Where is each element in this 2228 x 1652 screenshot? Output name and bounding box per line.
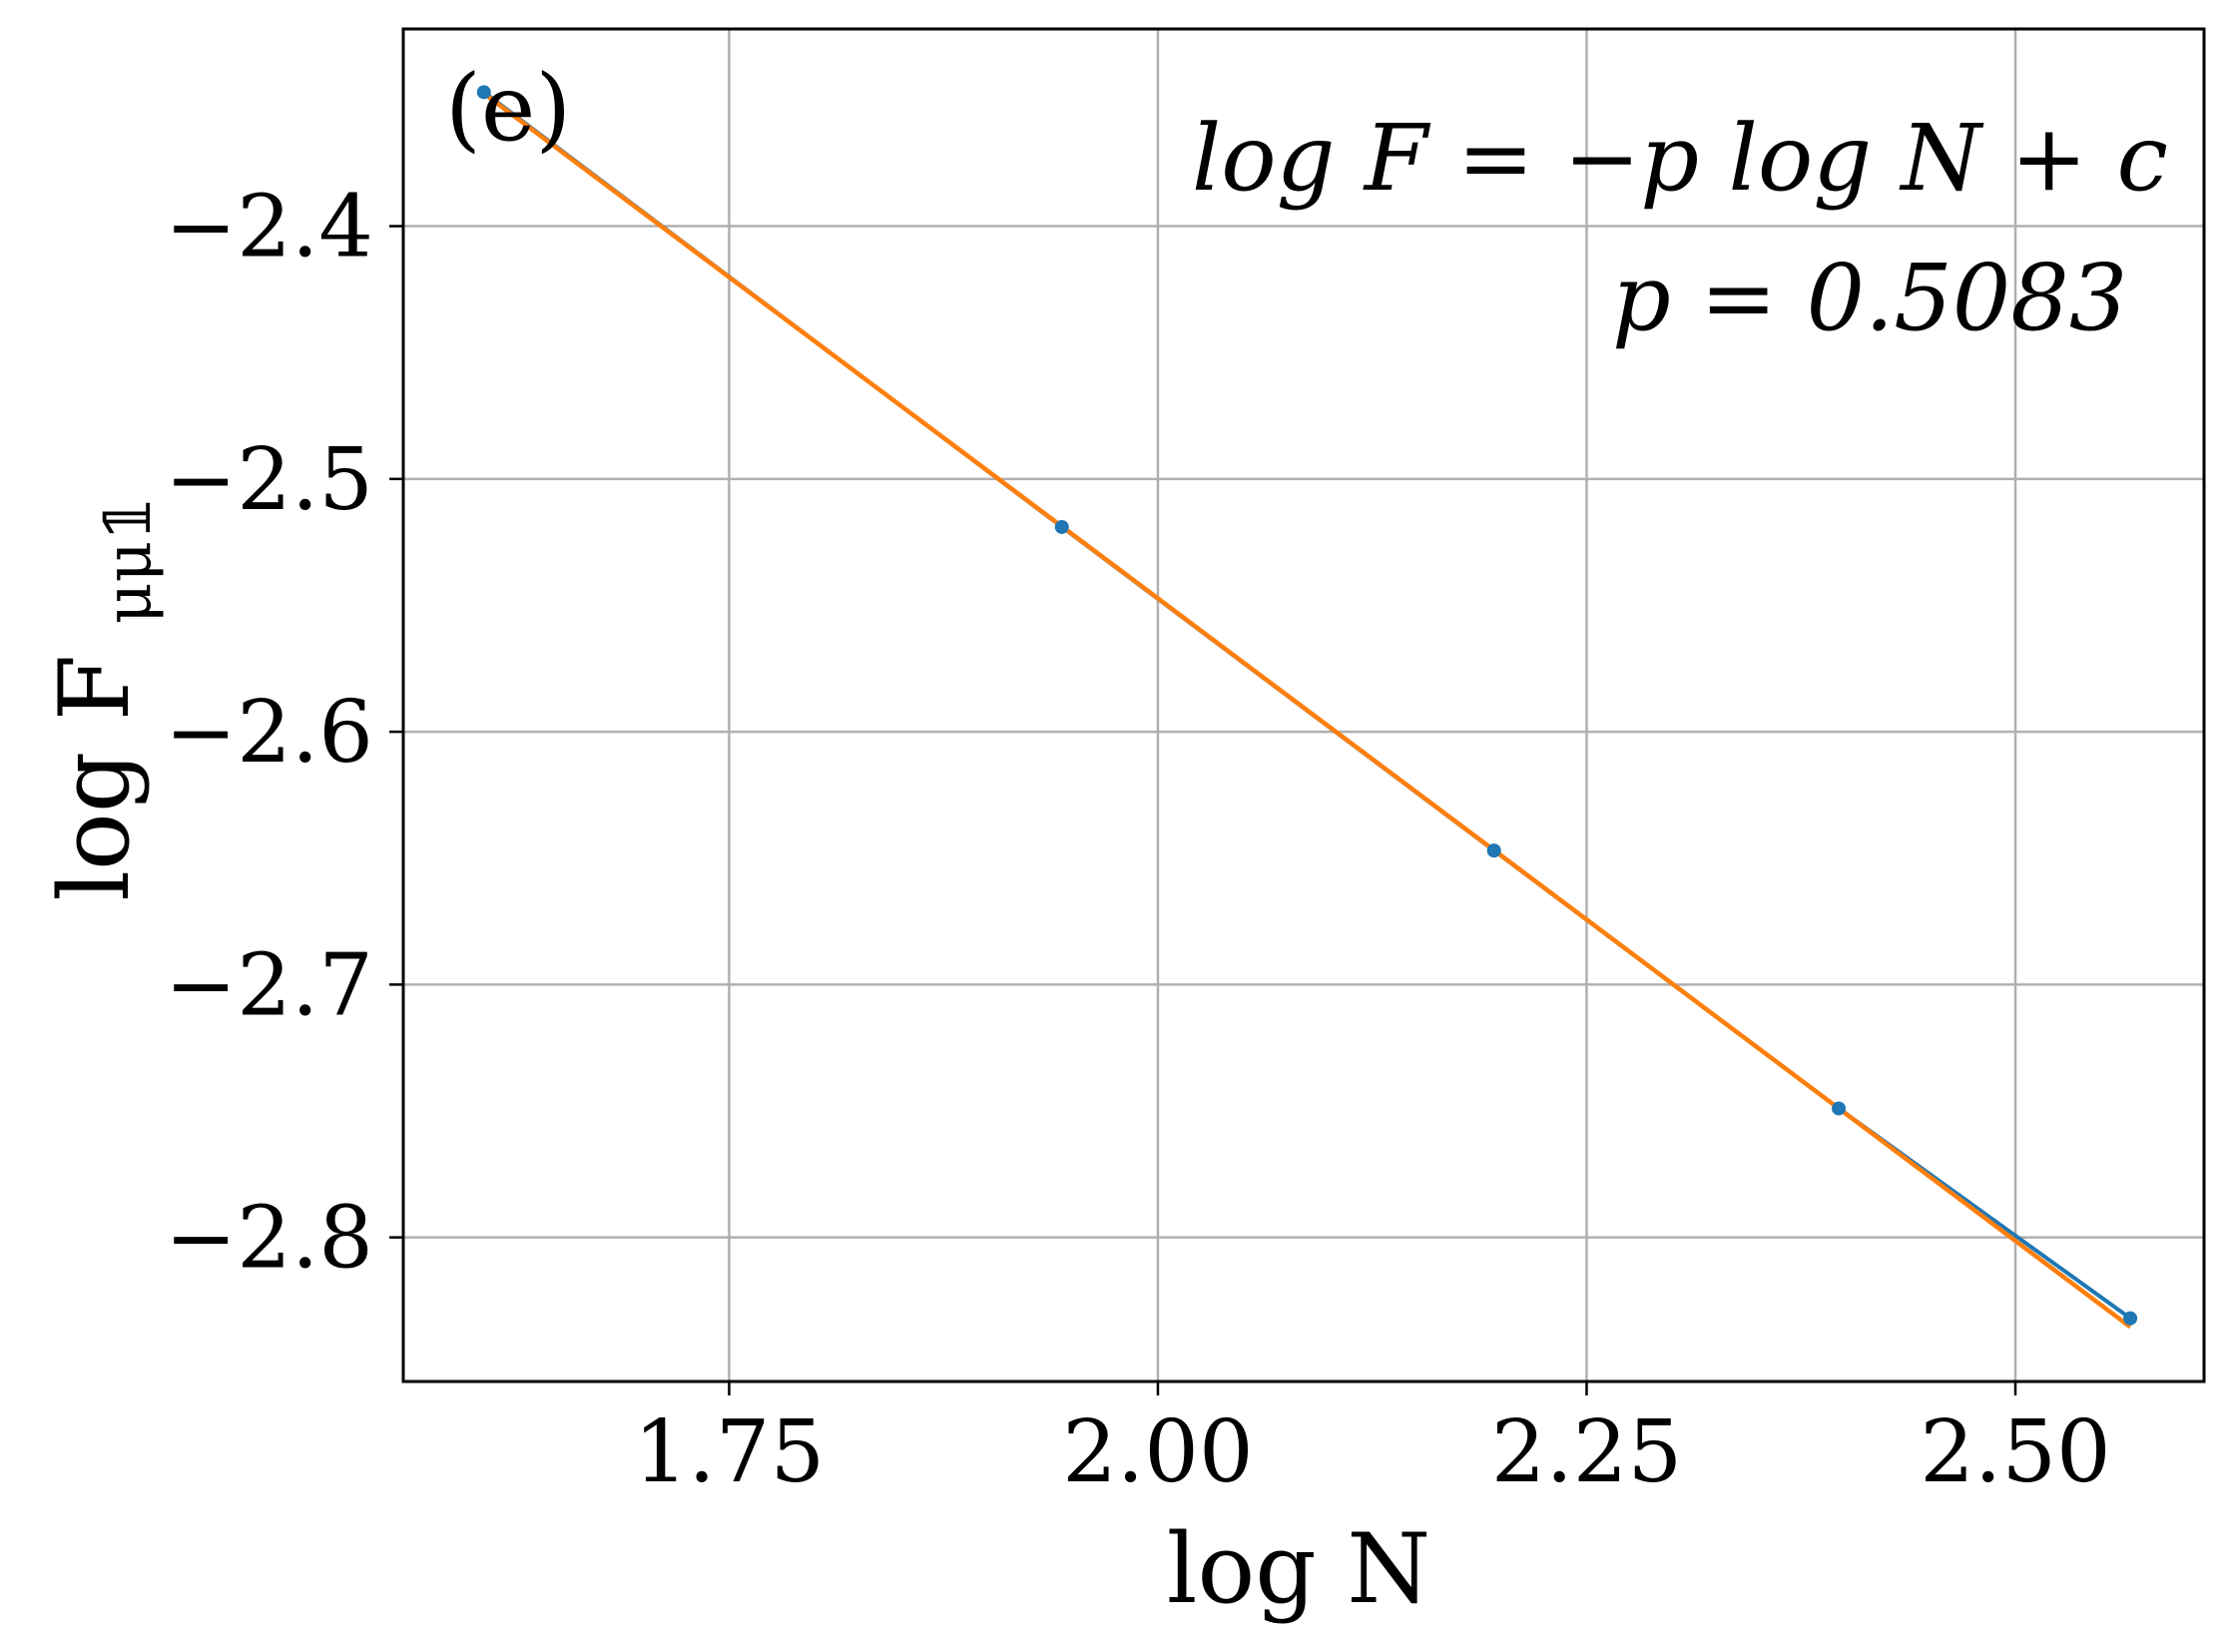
ticks: 1.75 2.00 2.25 2.50 −2.8 −2.7 −2.6 −2.5 −2.4 <box>165 178 2111 1502</box>
fit-equation: log F = −p log N + c <box>1192 105 2168 212</box>
y-tick-label: −2.8 <box>165 1189 373 1289</box>
x-tick-label: 2.25 <box>1491 1402 1682 1502</box>
x-tick-label: 1.75 <box>634 1402 825 1502</box>
y-axis-label-main: log F <box>39 655 151 901</box>
fit-exponent: p = 0.5083 <box>1612 245 2127 351</box>
x-axis-label: log N <box>1167 1513 1430 1625</box>
y-tick-label: −2.6 <box>165 683 373 783</box>
y-tick-label: −2.5 <box>165 430 373 530</box>
panel-label: (e) <box>445 55 571 162</box>
data-point <box>1486 843 1501 858</box>
y-tick-label: −2.4 <box>165 178 373 277</box>
data-point <box>1054 519 1069 534</box>
data-point <box>2123 1311 2138 1326</box>
grid <box>403 29 2204 1381</box>
fit-line <box>482 91 2132 1330</box>
data-point <box>476 85 491 100</box>
x-tick-label: 2.00 <box>1062 1402 1253 1502</box>
y-axis-label: log F μμ𝟙 <box>39 496 166 900</box>
x-tick-label: 2.50 <box>1920 1402 2110 1502</box>
axes-frame <box>401 27 2206 1383</box>
y-tick-label: −2.7 <box>165 935 373 1035</box>
y-axis-label-subscript: μμ𝟙 <box>92 496 166 624</box>
plot-area <box>476 85 2138 1330</box>
svg-text:log F μμ𝟙: log F μμ𝟙 <box>39 496 166 900</box>
data-point <box>1832 1101 1847 1116</box>
